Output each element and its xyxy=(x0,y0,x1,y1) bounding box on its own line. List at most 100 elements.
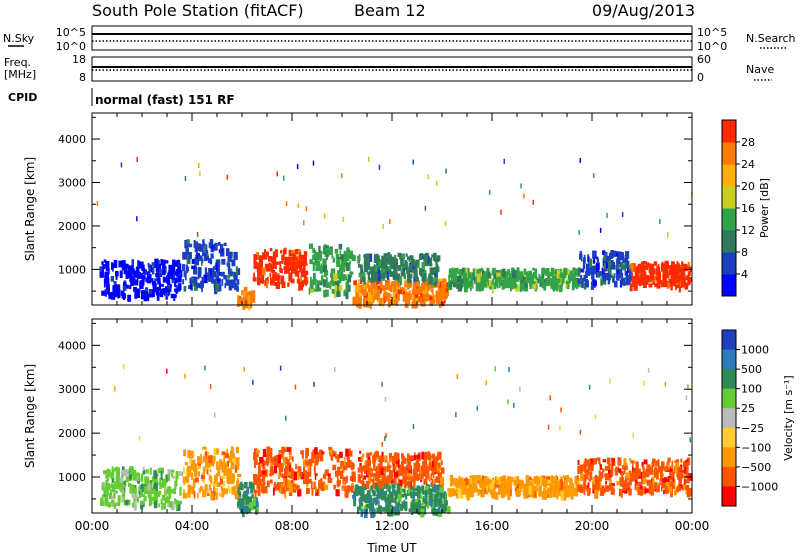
data-speck xyxy=(675,462,680,471)
data-speck xyxy=(250,485,254,493)
data-speck xyxy=(430,482,433,488)
data-speck xyxy=(183,270,186,278)
data-speck-outlier xyxy=(647,367,650,373)
data-speck xyxy=(680,458,683,463)
data-speck xyxy=(464,486,468,495)
data-speck xyxy=(619,273,622,277)
data-speck xyxy=(413,265,418,272)
data-speck xyxy=(263,461,268,466)
data-speck xyxy=(253,489,258,494)
data-speck xyxy=(579,464,584,472)
data-speck xyxy=(566,474,569,482)
data-speck xyxy=(635,477,638,484)
data-speck xyxy=(563,268,568,276)
data-speck xyxy=(560,487,565,494)
data-speck xyxy=(662,267,666,277)
data-speck xyxy=(451,476,454,486)
data-speck xyxy=(427,503,430,509)
data-speck xyxy=(187,491,191,498)
data-speck xyxy=(406,476,411,481)
data-speck xyxy=(442,278,447,283)
data-speck xyxy=(413,455,417,460)
data-speck xyxy=(361,290,366,294)
data-speck xyxy=(305,470,307,479)
data-speck xyxy=(196,243,201,250)
data-speck xyxy=(276,482,282,488)
data-speck xyxy=(406,256,411,260)
data-speck xyxy=(122,495,125,502)
data-speck xyxy=(617,460,622,466)
data-speck xyxy=(562,474,565,479)
data-speck xyxy=(289,275,293,282)
data-speck xyxy=(175,277,178,284)
data-speck xyxy=(154,494,158,499)
data-speck xyxy=(185,264,188,274)
data-speck xyxy=(366,480,370,489)
data-speck xyxy=(418,473,421,480)
data-speck xyxy=(637,468,641,477)
data-speck xyxy=(358,264,361,268)
data-speck xyxy=(375,466,379,471)
data-speck xyxy=(442,296,447,300)
data-speck xyxy=(504,271,508,279)
data-speck xyxy=(292,256,297,261)
data-speck xyxy=(436,281,441,286)
data-speck xyxy=(606,259,608,263)
data-speck xyxy=(226,448,228,454)
data-speck xyxy=(196,249,198,254)
data-speck xyxy=(613,273,616,279)
data-speck xyxy=(183,285,187,291)
data-speck xyxy=(545,278,550,285)
data-speck xyxy=(638,481,642,488)
data-speck xyxy=(324,270,327,276)
data-speck xyxy=(533,281,536,285)
data-speck xyxy=(625,472,630,479)
data-speck xyxy=(534,491,537,498)
data-speck xyxy=(645,262,648,267)
data-speck xyxy=(625,271,628,276)
data-speck xyxy=(281,281,286,288)
data-speck-outlier xyxy=(456,374,459,380)
data-speck-outlier xyxy=(494,366,496,372)
data-speck xyxy=(329,280,332,290)
colorbar-swatch xyxy=(722,369,736,390)
data-speck-outlier xyxy=(632,432,634,438)
data-speck xyxy=(538,274,541,283)
data-speck xyxy=(121,295,124,299)
data-speck xyxy=(123,281,127,286)
data-speck-outlier xyxy=(507,399,509,405)
data-speck xyxy=(286,447,291,452)
data-speck xyxy=(386,504,389,509)
data-speck xyxy=(202,478,205,484)
data-speck xyxy=(301,454,304,459)
data-speck xyxy=(190,463,193,468)
data-speck xyxy=(632,467,634,474)
data-speck xyxy=(434,267,439,273)
data-speck xyxy=(602,487,606,494)
data-speck xyxy=(148,289,153,294)
data-speck xyxy=(558,274,562,284)
data-speck xyxy=(185,472,190,477)
data-speck xyxy=(633,472,638,480)
data-speck xyxy=(315,453,320,463)
data-speck xyxy=(439,486,444,495)
data-speck xyxy=(187,485,192,494)
data-speck xyxy=(395,452,400,461)
data-speck xyxy=(345,253,350,262)
data-speck xyxy=(628,470,632,476)
data-speck xyxy=(543,268,548,274)
data-speck xyxy=(220,475,226,479)
data-speck xyxy=(208,490,211,495)
data-speck xyxy=(573,280,577,287)
data-speck xyxy=(567,284,569,289)
data-speck xyxy=(397,459,400,468)
data-speck xyxy=(223,455,226,465)
data-speck xyxy=(286,459,290,463)
data-speck xyxy=(235,446,239,454)
data-speck xyxy=(347,460,352,467)
data-speck xyxy=(275,261,281,265)
data-speck xyxy=(436,255,441,262)
data-speck xyxy=(302,260,307,265)
data-speck xyxy=(399,464,404,471)
data-speck xyxy=(494,283,498,287)
